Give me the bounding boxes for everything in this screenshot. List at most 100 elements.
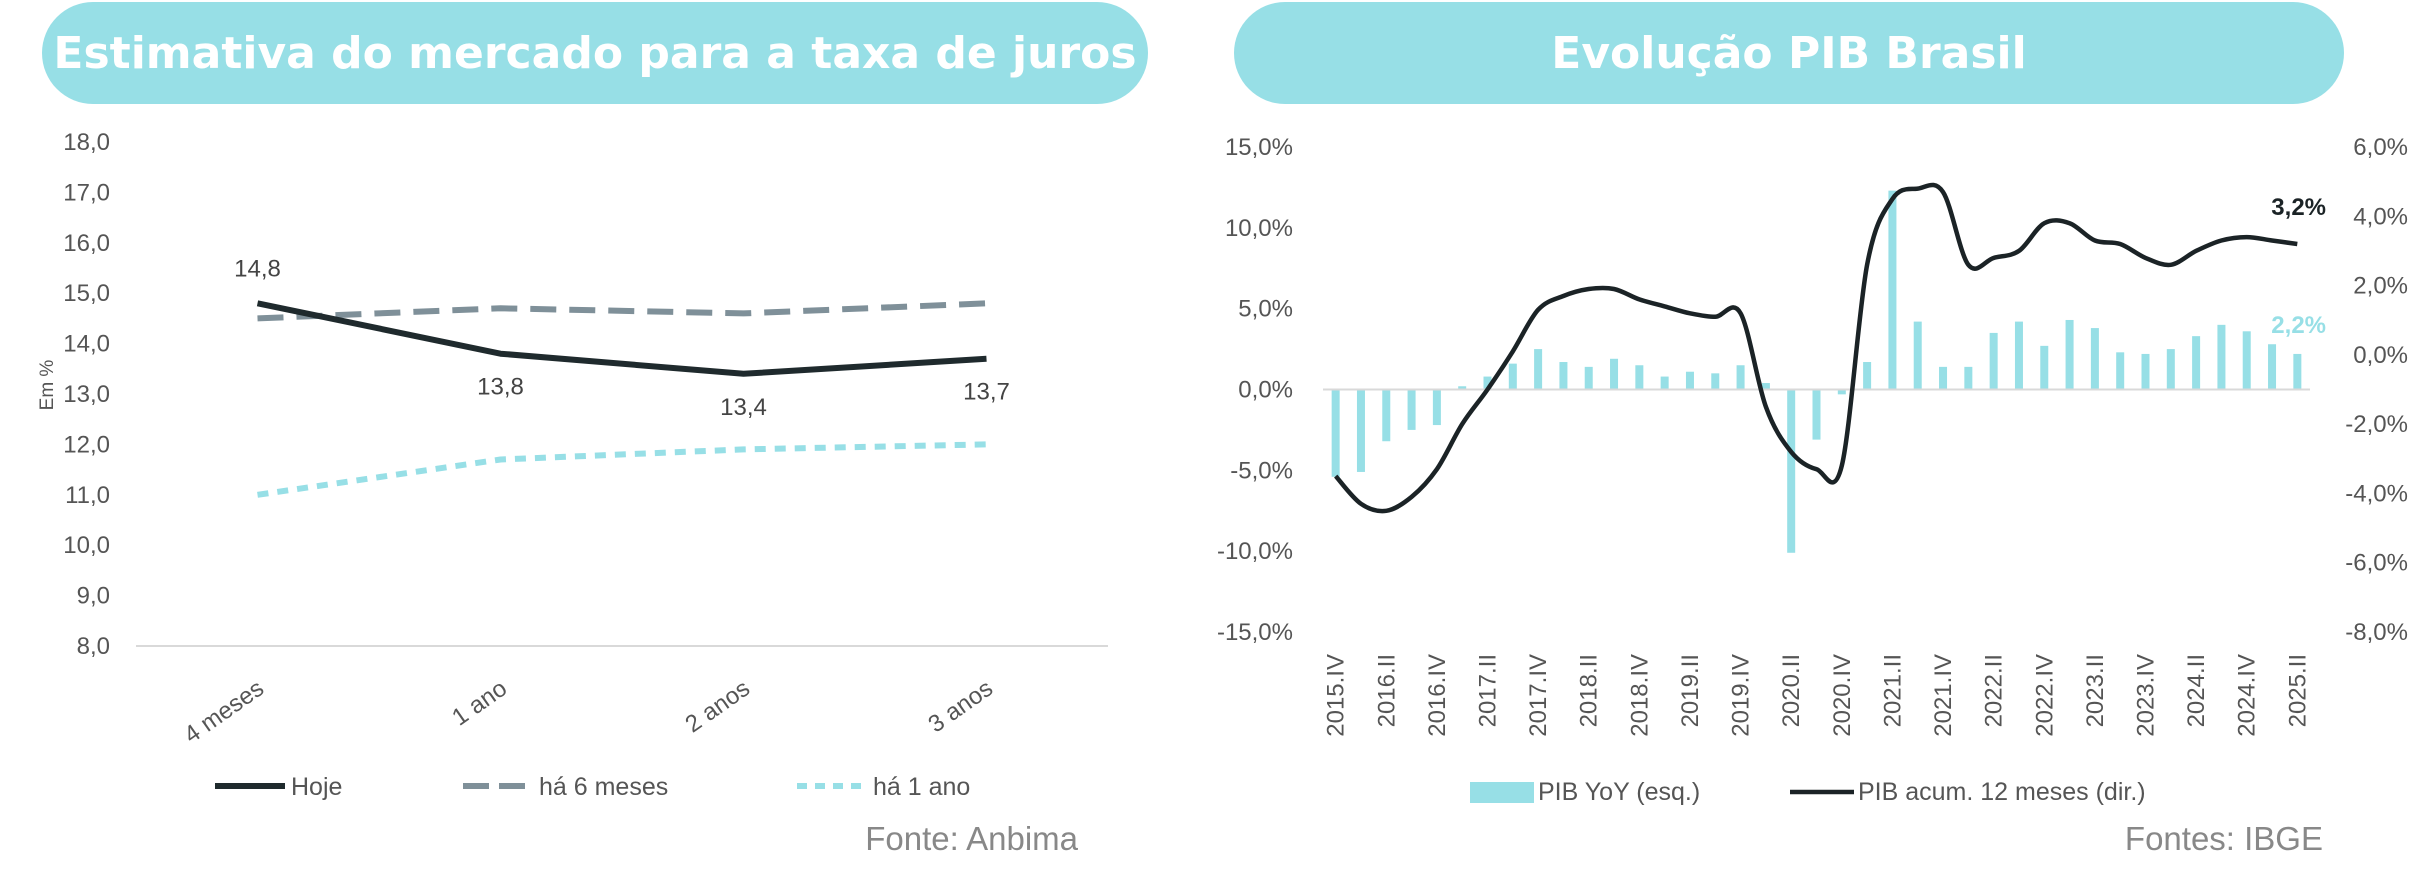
- right-x-tick-label: 2017.IV: [1525, 654, 1552, 737]
- right-x-tick-label: 2024.II: [2183, 654, 2210, 727]
- right-x-tick-label: 2021.IV: [1930, 654, 1957, 737]
- gdp-yoy-bar: [1888, 190, 1897, 390]
- right-axis-tick-label: -6,0%: [2345, 550, 2408, 577]
- gdp-yoy-bar: [1458, 386, 1467, 390]
- right-chart-right-axis-labels: 6,0% 4,0% 2,0% 0,0% -2,0% -4,0% -6,0% -8,0%: [2345, 134, 2408, 646]
- left-x-tick-label: 4 meses: [179, 675, 269, 749]
- hoje-data-label: 13,8: [477, 374, 524, 401]
- left-y-tick-label: 11,0: [65, 482, 110, 509]
- gdp-yoy-bar: [1331, 389, 1340, 477]
- gdp-yoy-bar: [1711, 373, 1720, 390]
- right-x-tick-label: 2022.II: [1981, 654, 2008, 727]
- right-axis-tick-label: -2,0%: [2345, 411, 2408, 438]
- left-series-lines: [256, 300, 987, 498]
- left-axis-tick-label: 10,0%: [1225, 215, 1293, 242]
- gdp-yoy-bar: [1660, 376, 1669, 390]
- gdp-yoy-bar: [2116, 352, 2125, 390]
- left-y-tick-label: 13,0: [63, 381, 110, 408]
- gdp-yoy-bar: [1407, 389, 1416, 430]
- left-axis-tick-label: -5,0%: [1230, 457, 1293, 484]
- hoje-data-label: 13,7: [963, 379, 1010, 406]
- hoje-data-label: 13,4: [720, 394, 767, 421]
- left-y-tick-label: 8,0: [77, 633, 110, 660]
- gdp-yoy-bar: [2192, 336, 2201, 390]
- gdp-yoy-bar: [2242, 331, 2251, 390]
- right-x-tick-label: 2023.II: [2082, 654, 2109, 727]
- gdp-yoy-bar: [1508, 363, 1517, 390]
- left-axis-tick-label: 5,0%: [1238, 296, 1293, 323]
- right-x-tick-label: 2016.IV: [1424, 654, 1451, 737]
- right-x-tick-labels: 2015.IV 2016.II 2016.IV 2017.II 2017.IV 2018.…: [1323, 654, 2312, 737]
- gdp-yoy-bar: [1534, 349, 1543, 390]
- left-y-tick-label: 10,0: [63, 532, 110, 559]
- gdp-yoy-bar: [1787, 389, 1796, 553]
- left-data-labels: 14,8 13,8 13,4 13,7: [234, 255, 1010, 421]
- left-axis-tick-label: -10,0%: [1217, 538, 1293, 565]
- legend-label: há 1 ano: [873, 773, 970, 801]
- left-y-tick-label: 12,0: [63, 431, 110, 458]
- right-x-tick-label: 2019.IV: [1728, 654, 1755, 737]
- left-y-tick-labels: 18,0 17,0 16,0 15,0 14,0 13,0 12,0 11,0 10,0 9,0 8…: [63, 129, 110, 660]
- gdp-12m-line-path: [1334, 182, 2298, 514]
- left-y-tick-label: 9,0: [77, 583, 110, 610]
- gdp-yoy-bar: [2014, 321, 2023, 390]
- legend-label: há 6 meses: [539, 773, 668, 801]
- right-x-tick-label: 2025.II: [2284, 654, 2311, 727]
- right-axis-tick-label: 4,0%: [2353, 203, 2408, 230]
- left-x-tick-label: 3 anos: [923, 675, 998, 738]
- series-line-há-1-ano: [257, 441, 987, 498]
- gdp-yoy-bar: [1483, 376, 1492, 390]
- gdp-yoy-last-label: 2,2%: [2271, 312, 2326, 339]
- right-x-tick-label: 2019.II: [1677, 654, 1704, 727]
- right-axis-tick-label: -8,0%: [2345, 619, 2408, 646]
- left-y-tick-label: 15,0: [63, 280, 110, 307]
- left-x-tick-labels: 4 meses 1 ano 2 anos 3 anos: [179, 675, 998, 749]
- gdp-yoy-bar: [2065, 319, 2074, 390]
- right-x-tick-label: 2018.II: [1576, 654, 1603, 727]
- left-y-tick-label: 17,0: [63, 179, 110, 206]
- right-x-tick-label: 2024.IV: [2234, 654, 2261, 737]
- right-chart-title: Evolução PIB Brasil: [1234, 2, 2344, 104]
- right-axis-tick-label: -4,0%: [2345, 480, 2408, 507]
- left-y-axis-label: Em %: [37, 360, 58, 411]
- legend-swatch-bars: [1470, 782, 1534, 803]
- right-axis-tick-label: 2,0%: [2353, 273, 2408, 300]
- right-axis-tick-label: 0,0%: [2353, 342, 2408, 369]
- left-y-tick-label: 16,0: [63, 230, 110, 257]
- right-x-tick-label: 2021.II: [1879, 654, 1906, 727]
- gdp-yoy-bar: [1356, 389, 1365, 472]
- left-axis-tick-label: -15,0%: [1217, 619, 1293, 646]
- gdp-yoy-bar: [1989, 332, 1998, 390]
- left-y-tick-label: 14,0: [63, 331, 110, 358]
- gdp-yoy-bar: [1837, 389, 1846, 395]
- right-chart-left-axis-labels: 15,0% 10,0% 5,0% 0,0% -5,0% -10,0% -15,0%: [1217, 134, 1293, 646]
- gdp-yoy-bar: [1863, 362, 1872, 390]
- gdp-yoy-bar: [2141, 353, 2150, 390]
- left-x-tick-label: 2 anos: [680, 675, 755, 738]
- left-legend: Hoje há 6 meses há 1 ano: [215, 773, 970, 801]
- left-chart-title: Estimativa do mercado para a taxa de jur…: [42, 2, 1148, 104]
- right-legend: PIB YoY (esq.) PIB acum. 12 meses (dir.): [1470, 778, 2146, 806]
- right-x-tick-label: 2020.IV: [1829, 654, 1856, 737]
- gdp-yoy-bar: [1939, 366, 1948, 390]
- right-x-tick-label: 2022.IV: [2031, 654, 2058, 737]
- right-data-labels: 3,2% 2,2%: [2271, 194, 2326, 339]
- series-line-hoje: [256, 300, 987, 377]
- gdp-yoy-bar: [1635, 365, 1644, 390]
- right-source-note: Fontes: IBGE: [2125, 820, 2323, 857]
- gdp-yoy-bar: [2090, 328, 2099, 390]
- right-x-tick-label: 2016.II: [1373, 654, 1400, 727]
- right-x-tick-label: 2020.II: [1778, 654, 1805, 727]
- gdp-yoy-bar: [2293, 353, 2302, 390]
- gdp-yoy-bar: [1559, 362, 1568, 390]
- interest-rate-chart: 18,0 17,0 16,0 15,0 14,0 13,0 12,0 11,0 10,0 9,0 8…: [37, 129, 1108, 857]
- gdp-yoy-bar: [1382, 389, 1391, 442]
- gdp-yoy-bar: [2166, 349, 2175, 390]
- gdp-12m-last-label: 3,2%: [2271, 194, 2326, 221]
- series-line-há-6-meses: [257, 300, 987, 322]
- gdp-yoy-bar: [1584, 366, 1593, 390]
- gdp-12m-line: [1334, 182, 2298, 514]
- left-axis-tick-label: 0,0%: [1238, 377, 1293, 404]
- right-x-tick-label: 2015.IV: [1323, 654, 1350, 737]
- legend-label: PIB YoY (esq.): [1538, 778, 1700, 806]
